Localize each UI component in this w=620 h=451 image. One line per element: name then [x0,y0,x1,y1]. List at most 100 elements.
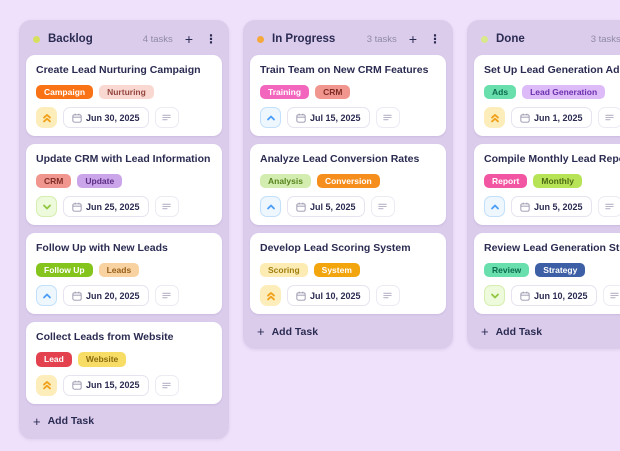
tag-list: CRM Update [36,173,212,189]
card-list: Create Lead Nurturing Campaign Campaign … [26,55,222,404]
due-date: Jul 15, 2025 [310,112,361,123]
task-card[interactable]: Review Lead Generation Strategy Review S… [474,233,620,315]
calendar-icon [296,202,306,212]
tag: Leads [98,262,140,278]
description-icon [375,285,400,307]
task-card[interactable]: Update CRM with Lead Information CRM Upd… [26,144,222,226]
task-title: Follow Up with New Leads [36,242,168,255]
column-menu-icon[interactable]: ⋮ [429,32,441,46]
calendar-icon [520,291,530,301]
column-header: Backlog 4 tasks + ⋮ [26,27,222,55]
column-header: Done 3 tasks + ⋮ [474,27,620,55]
tag-list: Report Monthly [484,173,620,189]
task-card[interactable]: Set Up Lead Generation Ads Ads Lead Gene… [474,55,620,137]
task-title: Compile Monthly Lead Report [484,153,620,166]
priority-high-icon [36,107,57,129]
task-card[interactable]: Analyze Lead Conversion Rates Analysis C… [250,144,446,226]
description-icon [154,196,179,218]
task-card[interactable]: Collect Leads from Website Lead Website … [26,322,222,404]
due-date-chip: Jun 5, 2025 [511,196,592,218]
card-list: Train Team on New CRM Features Training … [250,55,446,315]
tag-list: Ads Lead Generation [484,84,620,100]
column-in-progress: In Progress 3 tasks + ⋮ Train Team on Ne… [243,20,453,350]
description-icon [154,374,179,396]
task-card[interactable]: Train Team on New CRM Features Training … [250,55,446,137]
column-task-count: 3 tasks [366,33,397,45]
tag: Review [484,262,530,278]
tag-list: Campaign Nurturing [36,84,212,100]
task-title: Train Team on New CRM Features [260,64,429,76]
tag: Lead [36,352,72,367]
due-date-chip: Jul 15, 2025 [287,107,370,129]
tag: Analysis [260,173,311,189]
tag: Lead Generation [522,84,606,100]
task-card[interactable]: Develop Lead Scoring System Scoring Syst… [250,233,446,315]
tag-list: Scoring System [260,262,436,278]
add-task-label: Add Task [271,325,319,338]
due-date-chip: Jul 10, 2025 [287,285,370,307]
priority-medium-icon [36,285,57,307]
plus-icon: + [257,324,265,340]
task-title: Analyze Lead Conversion Rates [260,153,420,166]
due-date-chip: Jun 10, 2025 [511,285,597,307]
priority-high-icon [36,374,57,396]
calendar-icon [72,291,82,301]
card-meta: Jun 25, 2025 [36,196,212,218]
task-title: Create Lead Nurturing Campaign [36,64,201,76]
task-title: Review Lead Generation Strategy [484,242,620,255]
due-date: Jul 5, 2025 [310,201,356,212]
tag: CRM [315,84,351,100]
tag: Campaign [36,84,94,100]
column-title: Backlog [48,33,93,45]
tag: Scoring [260,262,308,278]
task-card[interactable]: Follow Up with New Leads Follow Up Leads… [26,233,222,315]
add-task-label: Add Task [47,415,95,428]
task-title: Collect Leads from Website [36,331,174,344]
tag: Conversion [316,173,380,189]
due-date-chip: Jun 25, 2025 [63,196,149,218]
column-title: In Progress [272,33,336,45]
due-date-chip: Jun 20, 2025 [63,285,149,307]
calendar-icon [72,202,82,212]
plus-icon: + [481,324,489,340]
add-task-button[interactable]: + Add Task [474,314,620,342]
column-status-dot [33,35,40,43]
add-task-button[interactable]: + Add Task [26,404,222,432]
description-icon [375,107,400,129]
column-menu-icon[interactable]: ⋮ [205,32,217,46]
task-card[interactable]: Create Lead Nurturing Campaign Campaign … [26,55,222,137]
tag: CRM [36,173,72,189]
task-title: Set Up Lead Generation Ads [484,64,620,76]
column-status-dot [481,35,488,43]
add-card-icon[interactable]: + [408,31,417,47]
add-card-icon[interactable]: + [184,31,193,47]
tag-list: Analysis Conversion [260,173,436,189]
card-meta: Jun 5, 2025 [484,196,620,218]
due-date: Jun 25, 2025 [86,201,140,212]
due-date: Jun 1, 2025 [534,112,583,123]
description-icon [597,196,620,218]
tag: Update [77,173,123,189]
card-meta: Jun 10, 2025 [484,285,620,307]
tag: System [313,262,360,278]
card-list: Set Up Lead Generation Ads Ads Lead Gene… [474,55,620,315]
task-card[interactable]: Compile Monthly Lead Report Report Month… [474,144,620,226]
tag: Training [260,84,310,100]
add-task-button[interactable]: + Add Task [250,314,446,342]
due-date: Jun 5, 2025 [534,201,583,212]
column-title: Done [496,33,525,45]
plus-icon: + [33,413,41,429]
description-icon [597,107,620,129]
card-meta: Jun 15, 2025 [36,374,212,396]
due-date-chip: Jul 5, 2025 [287,196,365,218]
priority-medium-icon [260,196,281,218]
card-meta: Jul 10, 2025 [260,285,436,307]
tag-list: Training CRM [260,84,436,100]
tag: Report [484,173,528,189]
task-title: Update CRM with Lead Information [36,153,211,166]
due-date-chip: Jun 30, 2025 [63,107,149,129]
column-done: Done 3 tasks + ⋮ Set Up Lead Generation … [467,20,620,350]
description-icon [602,285,620,307]
tag: Monthly [533,173,582,189]
description-icon [154,285,179,307]
